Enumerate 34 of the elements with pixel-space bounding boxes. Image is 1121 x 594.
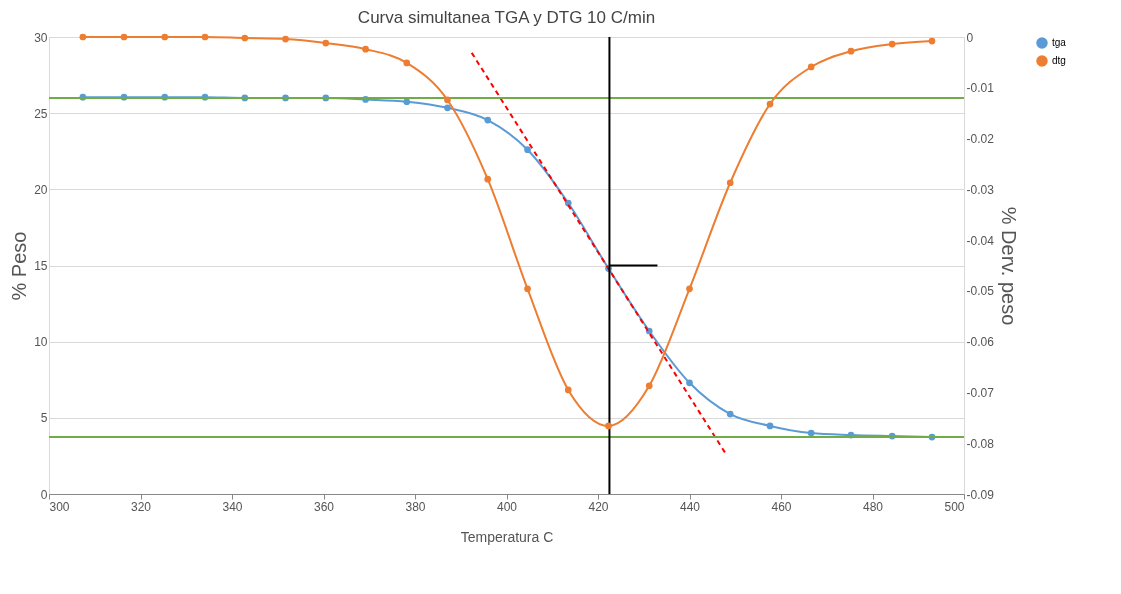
y-tick-label: 10 bbox=[34, 335, 48, 350]
y-tick-label: 30 bbox=[34, 30, 48, 45]
y2-tick-label: -0.08 bbox=[966, 436, 995, 451]
x-tick-label: 380 bbox=[405, 499, 426, 514]
y2-tick-label: -0.09 bbox=[966, 487, 995, 502]
y-tick-label: 5 bbox=[40, 411, 48, 426]
y2-tick-label: -0.01 bbox=[966, 81, 995, 96]
y2-tick-label: -0.03 bbox=[966, 182, 995, 197]
y-tick-label: 20 bbox=[34, 182, 48, 197]
x-tick-label: 360 bbox=[313, 499, 335, 514]
y2-tick-label: 0 bbox=[966, 30, 974, 45]
chart-title: Curva simultanea TGA y DTG 10 C/min bbox=[357, 8, 656, 27]
legend-label: tga bbox=[1052, 37, 1067, 48]
y-tick-label: 0 bbox=[40, 487, 48, 502]
y2-tick-label: -0.04 bbox=[966, 233, 995, 248]
x-tick-label: 340 bbox=[222, 499, 243, 514]
x-tick-label: 500 bbox=[944, 499, 965, 514]
y-axis-title: % Peso bbox=[8, 231, 31, 301]
legend-label: dtg bbox=[1052, 55, 1066, 66]
x-tick-label: 300 bbox=[49, 499, 70, 514]
y2-tick-label: -0.07 bbox=[966, 385, 995, 400]
x-tick-label: 440 bbox=[679, 499, 701, 514]
y2-axis-title: % Derv. peso bbox=[997, 206, 1020, 326]
x-tick-label: 400 bbox=[496, 499, 518, 514]
y-tick-label: 15 bbox=[34, 259, 48, 273]
y2-tick-label: -0.02 bbox=[966, 132, 995, 147]
x-tick-label: 460 bbox=[771, 499, 792, 514]
x-tick-label: 320 bbox=[130, 499, 152, 514]
x-tick-label: 480 bbox=[862, 499, 884, 514]
y2-tick-label: -0.05 bbox=[966, 284, 995, 299]
y-tick-label: 25 bbox=[34, 106, 48, 121]
x-axis-title: Temperatura C bbox=[460, 528, 554, 545]
y2-tick-label: -0.06 bbox=[966, 335, 995, 350]
x-tick-label: 420 bbox=[588, 499, 609, 514]
